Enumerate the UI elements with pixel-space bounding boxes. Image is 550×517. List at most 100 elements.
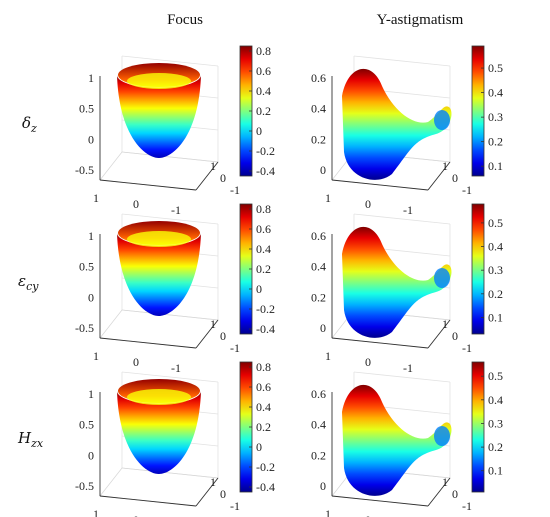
z-tick-label: 0.2 — [311, 290, 326, 304]
colorbar-tick-label: 0.8 — [256, 202, 271, 216]
x-tick-label: 1 — [325, 191, 331, 205]
colorbar-tick-label: 0.2 — [488, 135, 503, 149]
row-label-delta-z: δz — [22, 114, 37, 135]
x-axis-line — [331, 337, 429, 349]
colorbar-tick-label: 0.4 — [256, 400, 271, 414]
x-tick-label: 0 — [365, 197, 371, 211]
x-tick-label: -1 — [403, 203, 413, 217]
surface-1 — [342, 68, 452, 180]
colorbar-tick-label: 0.8 — [256, 360, 271, 374]
saddle-lobe — [434, 268, 450, 288]
y-tick-label: 1 — [210, 475, 216, 489]
y-tick-label: -1 — [230, 341, 240, 355]
colorbar-tick-label: 0 — [256, 440, 262, 454]
paraboloid-inner — [127, 231, 191, 247]
colorbar-tick-label: 0.6 — [256, 380, 271, 394]
y-axis-line — [195, 319, 219, 349]
colorbar-tick-label: 0.2 — [488, 440, 503, 454]
surface-5 — [342, 384, 452, 496]
x-tick-label: 1 — [93, 507, 99, 517]
panel-2: 10.50-0.51 0 -110-10.80.60.40.20-0.2-0.4 — [75, 202, 275, 375]
z-tick-label: 0 — [320, 321, 326, 335]
column-title-y-astigmatism: Y-astigmatism — [377, 12, 464, 28]
y-tick-label: 0 — [220, 487, 226, 501]
colorbar-tick-label: 0.3 — [488, 263, 503, 277]
gridline — [353, 213, 451, 225]
x-axis-line — [331, 495, 429, 507]
gridline — [121, 55, 219, 67]
row-label-h-zx: Hzx — [17, 429, 44, 450]
paraboloid-outer — [117, 75, 201, 158]
colorbar-tick-label: 0.4 — [488, 86, 503, 100]
x-axis-line — [99, 495, 197, 507]
row-label-epsilon-cy: εcy — [18, 272, 39, 293]
z-tick-label: 1 — [88, 71, 94, 85]
y-axis-line — [195, 477, 219, 507]
colorbar-tick-label: -0.2 — [256, 302, 275, 316]
colorbar-tick-label: 0.2 — [256, 420, 271, 434]
colorbar-tick-label: -0.4 — [256, 164, 275, 178]
x-tick-label: 0 — [133, 197, 139, 211]
colorbar-tick-label: 0.2 — [256, 262, 271, 276]
colorbar-tick-label: -0.4 — [256, 322, 275, 336]
z-tick-label: 0.4 — [311, 260, 326, 274]
z-tick-label: 0.5 — [79, 102, 94, 116]
colorbar-tick-label: 0.1 — [488, 159, 503, 173]
y-tick-label: 1 — [210, 159, 216, 173]
y-tick-label: 0 — [452, 487, 458, 501]
colorbar-3 — [471, 203, 485, 335]
saddle-lobe — [434, 426, 450, 446]
paraboloid-outer — [117, 233, 201, 316]
y-tick-label: -1 — [462, 183, 472, 197]
colorbar-tick-label: 0.5 — [488, 369, 503, 383]
y-axis-line — [427, 477, 451, 507]
colorbar-tick-label: -0.4 — [256, 480, 275, 494]
saddle-surface — [342, 384, 452, 496]
row-label-delta-z-symbol: δ — [22, 114, 31, 132]
colorbar-tick-label: 0 — [256, 124, 262, 138]
y-tick-label: -1 — [462, 341, 472, 355]
x-tick-label: 0 — [365, 513, 371, 517]
colorbar-tick-label: 0.3 — [488, 110, 503, 124]
panel-3: 0.60.40.201 0 -110-10.50.40.30.20.1 — [311, 203, 503, 375]
colorbar-tick-label: 0.1 — [488, 464, 503, 478]
paraboloid-outer — [117, 391, 201, 474]
z-tick-label: 0.4 — [311, 418, 326, 432]
colorbar-tick-label: -0.2 — [256, 460, 275, 474]
y-tick-label: 0 — [220, 171, 226, 185]
row-label-h-zx-subscript: zx — [30, 437, 44, 450]
y-tick-label: -1 — [462, 499, 472, 513]
colorbar-1 — [471, 45, 485, 177]
colorbar-tick-label: 0.5 — [488, 61, 503, 75]
y-tick-label: -1 — [230, 499, 240, 513]
gridline — [121, 213, 219, 225]
gridline — [353, 371, 451, 383]
colorbar-tick-label: 0.8 — [256, 44, 271, 58]
colorbar-5 — [471, 361, 485, 493]
z-tick-label: 0 — [320, 163, 326, 177]
y-tick-label: 1 — [442, 317, 448, 331]
z-tick-label: 1 — [88, 387, 94, 401]
colorbar-tick-label: 0.5 — [488, 216, 503, 230]
z-tick-label: 0 — [88, 290, 94, 304]
colorbar-tick-label: 0.4 — [488, 240, 503, 254]
y-axis-line — [427, 161, 451, 191]
colorbar-tick-label: 0.6 — [256, 64, 271, 78]
y-tick-label: 1 — [442, 159, 448, 173]
x-tick-label: 0 — [365, 355, 371, 369]
colorbar-tick-label: 0.2 — [256, 104, 271, 118]
row-label-h-zx-symbol: H — [17, 429, 32, 447]
x-tick-label: -1 — [171, 361, 181, 375]
z-tick-label: 0.6 — [311, 71, 326, 85]
gridline — [121, 371, 219, 383]
x-tick-label: 0 — [133, 513, 139, 517]
colorbar-tick-label: 0 — [256, 282, 262, 296]
x-tick-label: 0 — [133, 355, 139, 369]
panel-0: 10.50-0.51 0 -110-10.80.60.40.20-0.2-0.4 — [75, 44, 275, 217]
row-label-epsilon-cy-subscript: cy — [26, 280, 39, 293]
y-axis-line — [427, 319, 451, 349]
x-axis-line — [99, 179, 197, 191]
z-tick-label: 0 — [88, 448, 94, 462]
